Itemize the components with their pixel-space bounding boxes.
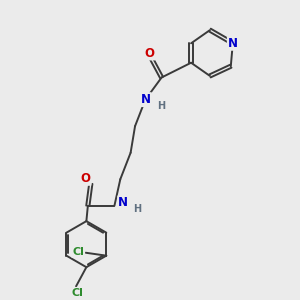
- Text: Cl: Cl: [72, 288, 83, 298]
- Text: O: O: [145, 46, 155, 59]
- Text: N: N: [141, 93, 151, 106]
- Text: H: H: [133, 204, 142, 214]
- Text: O: O: [80, 172, 91, 185]
- Text: N: N: [118, 196, 128, 209]
- Text: N: N: [228, 37, 238, 50]
- Text: H: H: [157, 101, 165, 111]
- Text: Cl: Cl: [72, 247, 84, 257]
